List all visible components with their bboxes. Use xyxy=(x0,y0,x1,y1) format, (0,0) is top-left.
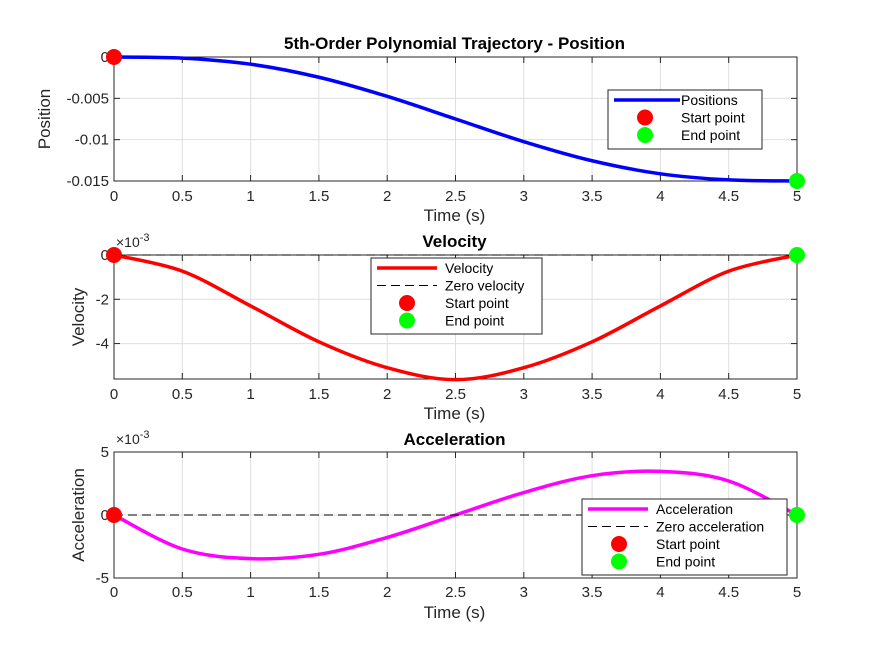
marker-start-point xyxy=(106,247,122,263)
marker-end-point xyxy=(789,247,805,263)
x-tick-label: 1 xyxy=(246,188,254,205)
x-axis-label: Time (s) xyxy=(424,404,486,423)
legend-label-start-point: Start point xyxy=(656,536,720,552)
x-tick-label: 4 xyxy=(656,188,664,205)
legend-swatch-start-point xyxy=(399,295,415,311)
x-tick-label: 3.5 xyxy=(582,584,603,601)
x-tick-label: 1.5 xyxy=(308,386,329,403)
x-tick-label: 3 xyxy=(520,584,528,601)
x-tick-label: 2 xyxy=(383,584,391,601)
y-exponent-label: ×10-3 xyxy=(116,232,150,250)
legend-swatch-start-point xyxy=(637,109,653,126)
legend-label-start-point: Start point xyxy=(681,110,745,126)
y-axis-label: Acceleration xyxy=(69,468,88,562)
y-axis-label: Velocity xyxy=(69,287,88,346)
x-tick-label: 3.5 xyxy=(582,386,603,403)
legend-label-end-point: End point xyxy=(445,313,504,329)
x-tick-label: 4 xyxy=(656,584,664,601)
x-tick-label: 4.5 xyxy=(718,386,739,403)
x-axis-label: Time (s) xyxy=(424,206,486,225)
y-tick-label: -2 xyxy=(96,291,109,308)
marker-start-point xyxy=(106,507,122,523)
series-velocity xyxy=(113,253,798,382)
legend-label-end-point: End point xyxy=(681,127,740,143)
x-tick-label: 4.5 xyxy=(718,188,739,205)
marker-end-point xyxy=(789,173,805,189)
y-tick-label: -0.01 xyxy=(75,132,109,149)
x-tick-label: 0 xyxy=(110,584,118,601)
legend-label-zero-acceleration: Zero acceleration xyxy=(656,519,764,535)
subplot-5th-order-polynomial-trajectory-position: 0 0.5 1 1.5 2 2.5 3 3.5 4 4.5 5 0 -0.005 -0.01 -0.015 5… xyxy=(35,34,805,225)
x-tick-label: 5 xyxy=(793,584,801,601)
legend-swatch-end-point xyxy=(637,127,653,143)
x-tick-label: 1 xyxy=(246,584,254,601)
y-axis-label: Position xyxy=(35,89,54,149)
legend-swatch-end-point xyxy=(611,553,627,570)
x-tick-label: 2 xyxy=(383,386,391,403)
subplot-acceleration: 0 0.5 1 1.5 2 2.5 3 3.5 4 4.5 550-5×10-3 Accelerati… xyxy=(69,429,805,622)
x-tick-label: 0.5 xyxy=(172,584,193,601)
x-tick-label: 2.5 xyxy=(445,188,466,205)
y-tick-label: -0.015 xyxy=(66,173,109,190)
x-tick-label: 5 xyxy=(793,188,801,205)
x-tick-label: 0 xyxy=(110,386,118,403)
x-tick-label: 2 xyxy=(383,188,391,205)
legend-label-acceleration: Acceleration xyxy=(656,501,733,517)
x-tick-label: 0 xyxy=(110,188,118,205)
x-tick-label: 5 xyxy=(793,386,801,403)
x-tick-label: 4.5 xyxy=(718,584,739,601)
y-tick-label: 0 xyxy=(101,49,109,66)
legend-label-velocity: Velocity xyxy=(445,260,493,276)
x-tick-label: 1.5 xyxy=(308,584,329,601)
x-tick-label: 1 xyxy=(246,386,254,403)
legend-label-start-point: Start point xyxy=(445,295,509,311)
plot-title: Acceleration xyxy=(403,430,505,449)
y-tick-label: 5 xyxy=(101,444,109,461)
plot-title: 5th-Order Polynomial Trajectory - Positi… xyxy=(284,34,625,53)
x-tick-label: 3 xyxy=(520,188,528,205)
y-exponent-label: ×10-3 xyxy=(116,429,150,447)
y-tick-label: 0 xyxy=(101,507,109,524)
x-tick-label: 4 xyxy=(656,386,664,403)
legend-label-positions: Positions xyxy=(681,92,738,108)
legend-swatch-end-point xyxy=(399,312,415,329)
y-tick-label: -5 xyxy=(96,570,109,587)
plot-title: Velocity xyxy=(422,232,487,251)
legend-label-zero-velocity: Zero velocity xyxy=(445,278,524,294)
x-tick-label: 1.5 xyxy=(308,188,329,205)
x-tick-label: 0.5 xyxy=(172,188,193,205)
x-tick-label: 3 xyxy=(520,386,528,403)
subplot-velocity: 0 0.5 1 1.5 2 2.5 3 3.5 4 4.5 5 0 -2 -4 ×10-3 Velocity T… xyxy=(69,232,805,423)
series-positions xyxy=(113,55,798,183)
marker-start-point xyxy=(106,49,122,65)
marker-end-point xyxy=(789,507,805,523)
y-tick-label: -4 xyxy=(96,336,109,353)
y-tick-label: -0.005 xyxy=(66,90,109,107)
y-tick-label: 0 xyxy=(101,247,109,264)
x-tick-label: 2.5 xyxy=(445,386,466,403)
legend-label-end-point: End point xyxy=(656,554,715,570)
x-axis-label: Time (s) xyxy=(424,603,486,622)
x-tick-label: 0.5 xyxy=(172,386,193,403)
x-tick-label: 2.5 xyxy=(445,584,466,601)
legend-swatch-start-point xyxy=(611,536,627,552)
x-tick-label: 3.5 xyxy=(582,188,603,205)
